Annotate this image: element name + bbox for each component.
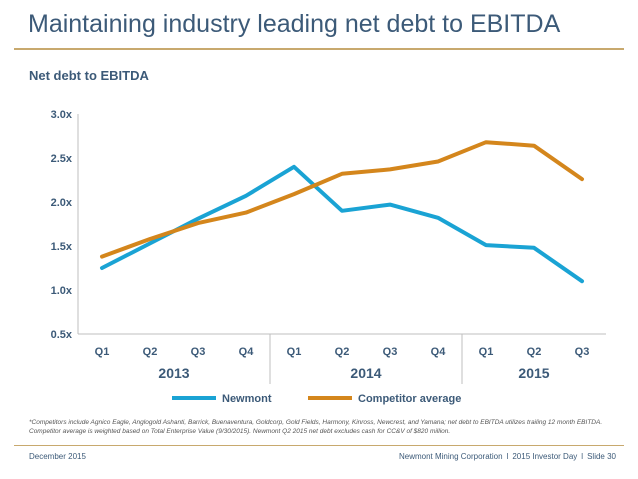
year-label: 2013 [158, 365, 189, 381]
footer-event: 2015 Investor Day [512, 452, 578, 461]
newmont-series-line [100, 164, 584, 284]
footer-company: Newmont Mining Corporation [398, 452, 503, 461]
x-tick-label: Q2 [143, 346, 158, 358]
x-tick-label: Q1 [95, 346, 110, 358]
competitor-series-line [100, 140, 584, 259]
slide-title: Maintaining industry leading net debt to… [28, 10, 561, 38]
footer-slide-number: Slide 30 [587, 452, 616, 461]
legend-label: Newmont [222, 393, 272, 405]
y-tick-label: 1.0x [51, 285, 73, 297]
footer-info: Newmont Mining Corporation l 2015 Investor… [398, 452, 616, 461]
x-tick-label: Q3 [383, 346, 398, 358]
title-divider [14, 48, 624, 50]
x-tick-label: Q1 [479, 346, 494, 358]
x-tick-label: Q2 [335, 346, 350, 358]
x-tick-label: Q3 [575, 346, 590, 358]
chart-subtitle: Net debt to EBITDA [29, 68, 149, 83]
x-tick-label: Q4 [431, 346, 447, 358]
year-label: 2014 [350, 365, 381, 381]
y-tick-label: 3.0x [51, 109, 73, 121]
legend-label: Competitor average [358, 393, 461, 405]
y-tick-label: 2.5x [51, 153, 73, 165]
x-tick-label: Q3 [191, 346, 206, 358]
year-label: 2015 [518, 365, 549, 381]
x-tick-label: Q2 [527, 346, 542, 358]
x-tick-label: Q1 [287, 346, 302, 358]
footer-date: December 2015 [29, 452, 86, 461]
y-tick-label: 1.5x [51, 241, 73, 253]
y-tick-label: 2.0x [51, 197, 73, 209]
y-tick-label: 0.5x [51, 329, 73, 341]
x-tick-label: Q4 [239, 346, 255, 358]
footnote: *Competitors include Agnico Eagle, Anglo… [29, 419, 603, 435]
footer-divider [14, 445, 624, 446]
